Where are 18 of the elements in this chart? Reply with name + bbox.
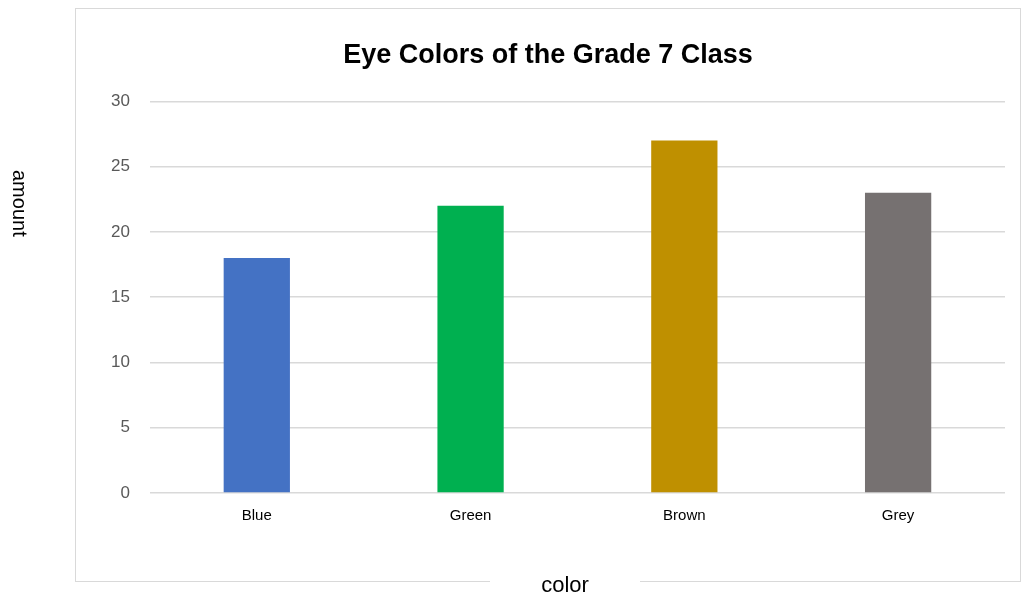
y-tick-label: 30 <box>110 91 130 111</box>
y-tick-label: 5 <box>120 417 130 437</box>
y-tick-label: 20 <box>110 221 130 241</box>
y-tick-label: 25 <box>110 156 130 176</box>
x-tick-label: Grey <box>881 506 915 524</box>
x-tick-label: Brown <box>663 506 706 524</box>
bar <box>651 140 718 493</box>
bar <box>223 258 290 493</box>
y-tick-label: 15 <box>110 286 130 306</box>
chart-title: Eye Colors of the Grade 7 Class <box>343 38 753 69</box>
y-tick-label: 0 <box>120 482 130 502</box>
y-tick-label: 10 <box>110 352 130 372</box>
x-tick-label: Green <box>449 506 492 524</box>
bar <box>437 205 504 493</box>
bar <box>864 192 932 493</box>
y-axis-title: amount <box>8 170 31 237</box>
x-tick-label: Blue <box>241 506 272 524</box>
x-axis-title: color <box>490 572 640 598</box>
